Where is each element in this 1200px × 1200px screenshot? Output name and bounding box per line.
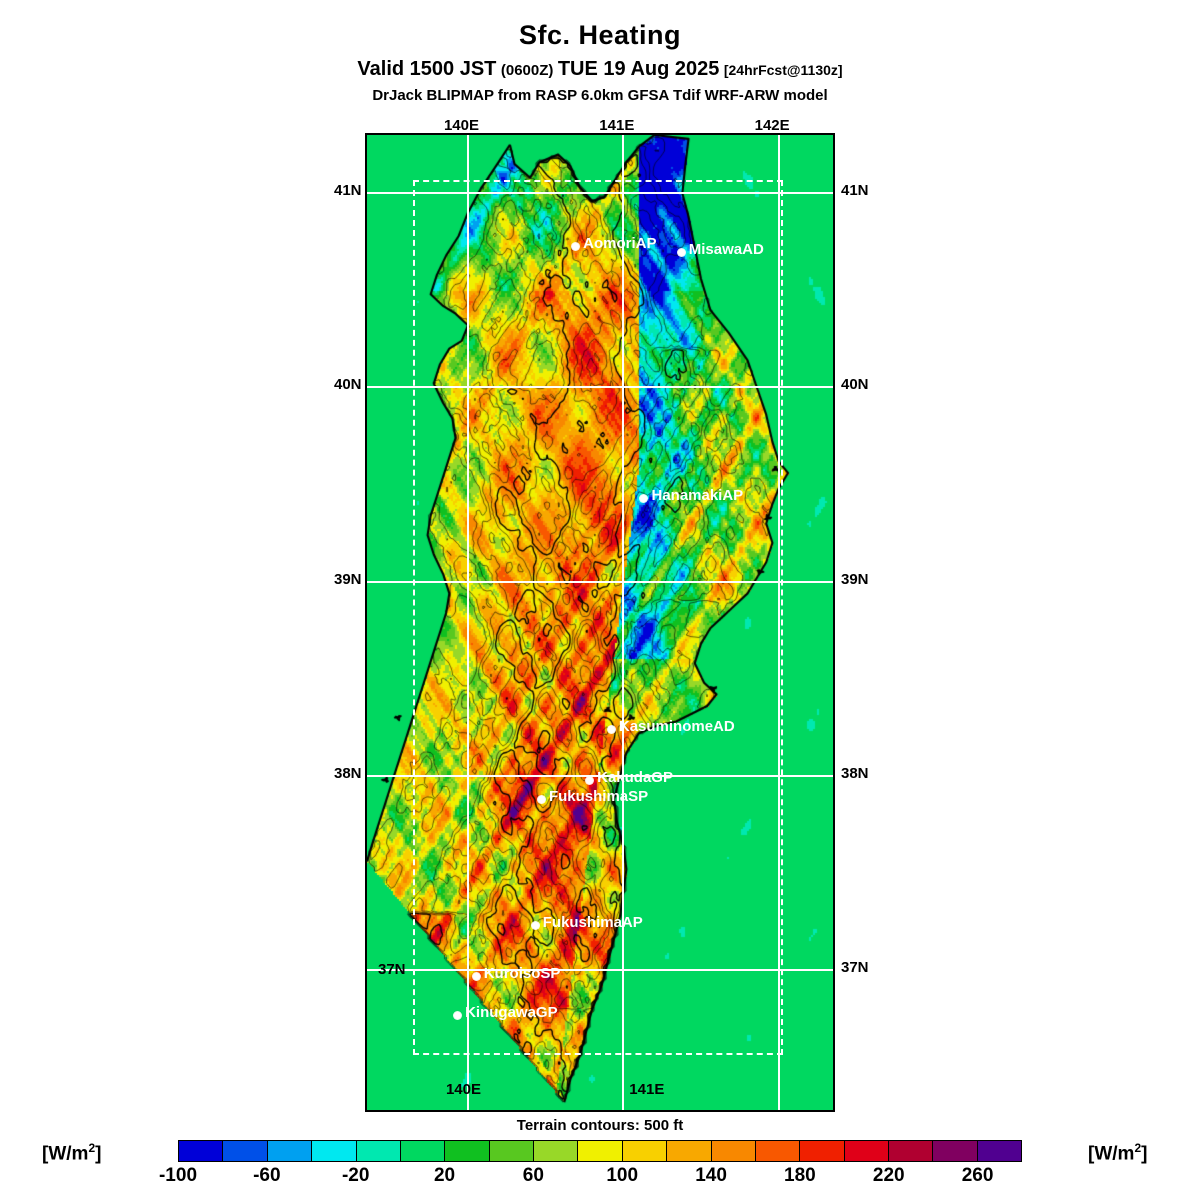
station-marker-icon bbox=[677, 248, 685, 256]
colorbar-swatch-1 bbox=[223, 1141, 268, 1161]
colorbar-swatch-0 bbox=[179, 1141, 224, 1161]
gridline-lat-37N bbox=[367, 969, 833, 972]
valid-time-main: Valid 1500 JST bbox=[357, 58, 497, 80]
station-marker-icon bbox=[640, 495, 648, 503]
forecast-tag: [24hrFcst@1130z] bbox=[723, 62, 843, 78]
lat-label-left-38N: 38N bbox=[334, 764, 362, 782]
colorbar-tick--100: -100 bbox=[158, 1165, 198, 1186]
lon-label-top-140E: 140E bbox=[443, 117, 479, 134]
lat-label-right-37N: 37N bbox=[841, 959, 869, 977]
colorbar-swatch-5 bbox=[400, 1141, 446, 1161]
unit-label-left: [W/m2] bbox=[42, 1141, 102, 1165]
station-marker-icon bbox=[572, 242, 580, 250]
colorbar-swatch-13 bbox=[755, 1141, 801, 1161]
valid-time-line: Valid 1500 JST (0600Z) TUE 19 Aug 2025 [… bbox=[0, 59, 1200, 79]
station-label: FukushimaSP bbox=[548, 788, 649, 806]
colorbar-swatch-10 bbox=[622, 1141, 668, 1161]
station-label: KinugawaGP bbox=[465, 1003, 558, 1021]
heating-field-canvas bbox=[367, 135, 833, 1110]
gridline-lat-39N bbox=[367, 580, 833, 583]
station-marker-icon bbox=[537, 796, 545, 804]
colorbar-tick-140: 140 bbox=[695, 1165, 727, 1186]
colorbar-swatch-14 bbox=[800, 1141, 845, 1161]
lat-label-right-41N: 41N bbox=[841, 182, 869, 200]
gridline-lat-38N bbox=[367, 774, 833, 777]
colorbar-swatch-6 bbox=[445, 1141, 490, 1161]
colorbar-tick-60: 60 bbox=[522, 1165, 544, 1186]
page-title: Sfc. Heating bbox=[518, 20, 682, 50]
station-marker-icon bbox=[586, 776, 594, 784]
colorbar-tick-100: 100 bbox=[606, 1165, 639, 1186]
station-label: KuroisoSP bbox=[483, 964, 561, 982]
station-label: MisawaAD bbox=[688, 240, 764, 258]
station-marker-icon bbox=[472, 972, 480, 980]
colorbar-swatch-12 bbox=[711, 1141, 756, 1161]
colorbar-legend[interactable]: [W/m2] [W/m2] -100 -60 -20 20 60 100 140 180 220… bbox=[0, 1140, 1200, 1200]
model-description: DrJack BLIPMAP from RASP 6.0km GFSA Tdif… bbox=[372, 87, 828, 104]
lat-label-left-39N: 39N bbox=[334, 570, 362, 588]
valid-date: TUE 19 Aug 2025 bbox=[557, 58, 720, 80]
lat-label-right-38N: 38N bbox=[841, 764, 869, 782]
colorbar-swatch-17 bbox=[933, 1141, 978, 1161]
station-label: AomoriAP bbox=[583, 234, 657, 252]
colorbar-swatches[interactable] bbox=[178, 1140, 1022, 1162]
lat-label-inmap-37N: 37N bbox=[378, 961, 406, 979]
colorbar-swatch-15 bbox=[844, 1141, 889, 1161]
valid-time-zulu: (0600Z) bbox=[500, 62, 554, 79]
station-label: FukushimaAP bbox=[542, 914, 643, 932]
terrain-contour-note: Terrain contours: 500 ft bbox=[516, 1117, 684, 1134]
station-marker-icon bbox=[454, 1011, 462, 1019]
gridline-lon-142E bbox=[777, 135, 780, 1110]
gridline-lat-40N bbox=[367, 386, 833, 389]
colorbar-swatch-8 bbox=[534, 1141, 579, 1161]
colorbar-swatch-2 bbox=[267, 1141, 313, 1161]
lon-label-top-142E: 142E bbox=[754, 117, 790, 134]
station-marker-icon bbox=[531, 922, 539, 930]
station-label: KakudaGP bbox=[597, 768, 673, 786]
lat-label-right-40N: 40N bbox=[841, 376, 869, 394]
lat-label-left-40N: 40N bbox=[334, 376, 362, 394]
unit-label-right: [W/m2] bbox=[1088, 1141, 1148, 1165]
colorbar-swatch-9 bbox=[578, 1141, 623, 1161]
station-label: KasuminomeAD bbox=[618, 718, 735, 736]
colorbar-swatch-3 bbox=[312, 1141, 357, 1161]
forecast-domain-box bbox=[413, 180, 783, 1055]
lat-label-left-41N: 41N bbox=[334, 182, 362, 200]
weather-map[interactable]: AomoriAP MisawaAD HanamakiAP KasuminomeAD Ka… bbox=[365, 133, 835, 1112]
colorbar-tick-180: 180 bbox=[784, 1165, 816, 1186]
lon-label-bottom-140E: 140E bbox=[445, 1081, 481, 1098]
title-block: Sfc. Heating Valid 1500 JST (0600Z) TUE … bbox=[0, 0, 1200, 104]
gridline-lon-141E bbox=[622, 135, 625, 1110]
colorbar-tick-220: 220 bbox=[872, 1165, 905, 1186]
colorbar-swatch-16 bbox=[889, 1141, 934, 1161]
colorbar-swatch-7 bbox=[489, 1141, 534, 1161]
colorbar-tick--20: -20 bbox=[341, 1165, 370, 1186]
colorbar-tick--60: -60 bbox=[253, 1165, 281, 1186]
station-label: HanamakiAP bbox=[651, 487, 744, 505]
colorbar-swatch-11 bbox=[667, 1141, 712, 1161]
gridline-lon-140E bbox=[466, 135, 469, 1110]
lon-label-top-141E: 141E bbox=[599, 117, 635, 134]
colorbar-tick-260: 260 bbox=[961, 1165, 994, 1186]
colorbar-swatch-4 bbox=[356, 1141, 401, 1161]
lat-label-right-39N: 39N bbox=[841, 570, 869, 588]
station-marker-icon bbox=[607, 726, 615, 734]
colorbar-swatch-18 bbox=[977, 1141, 1022, 1161]
lon-label-bottom-141E: 141E bbox=[629, 1081, 665, 1098]
colorbar-tick-20: 20 bbox=[433, 1165, 456, 1186]
gridline-lat-41N bbox=[367, 192, 833, 195]
